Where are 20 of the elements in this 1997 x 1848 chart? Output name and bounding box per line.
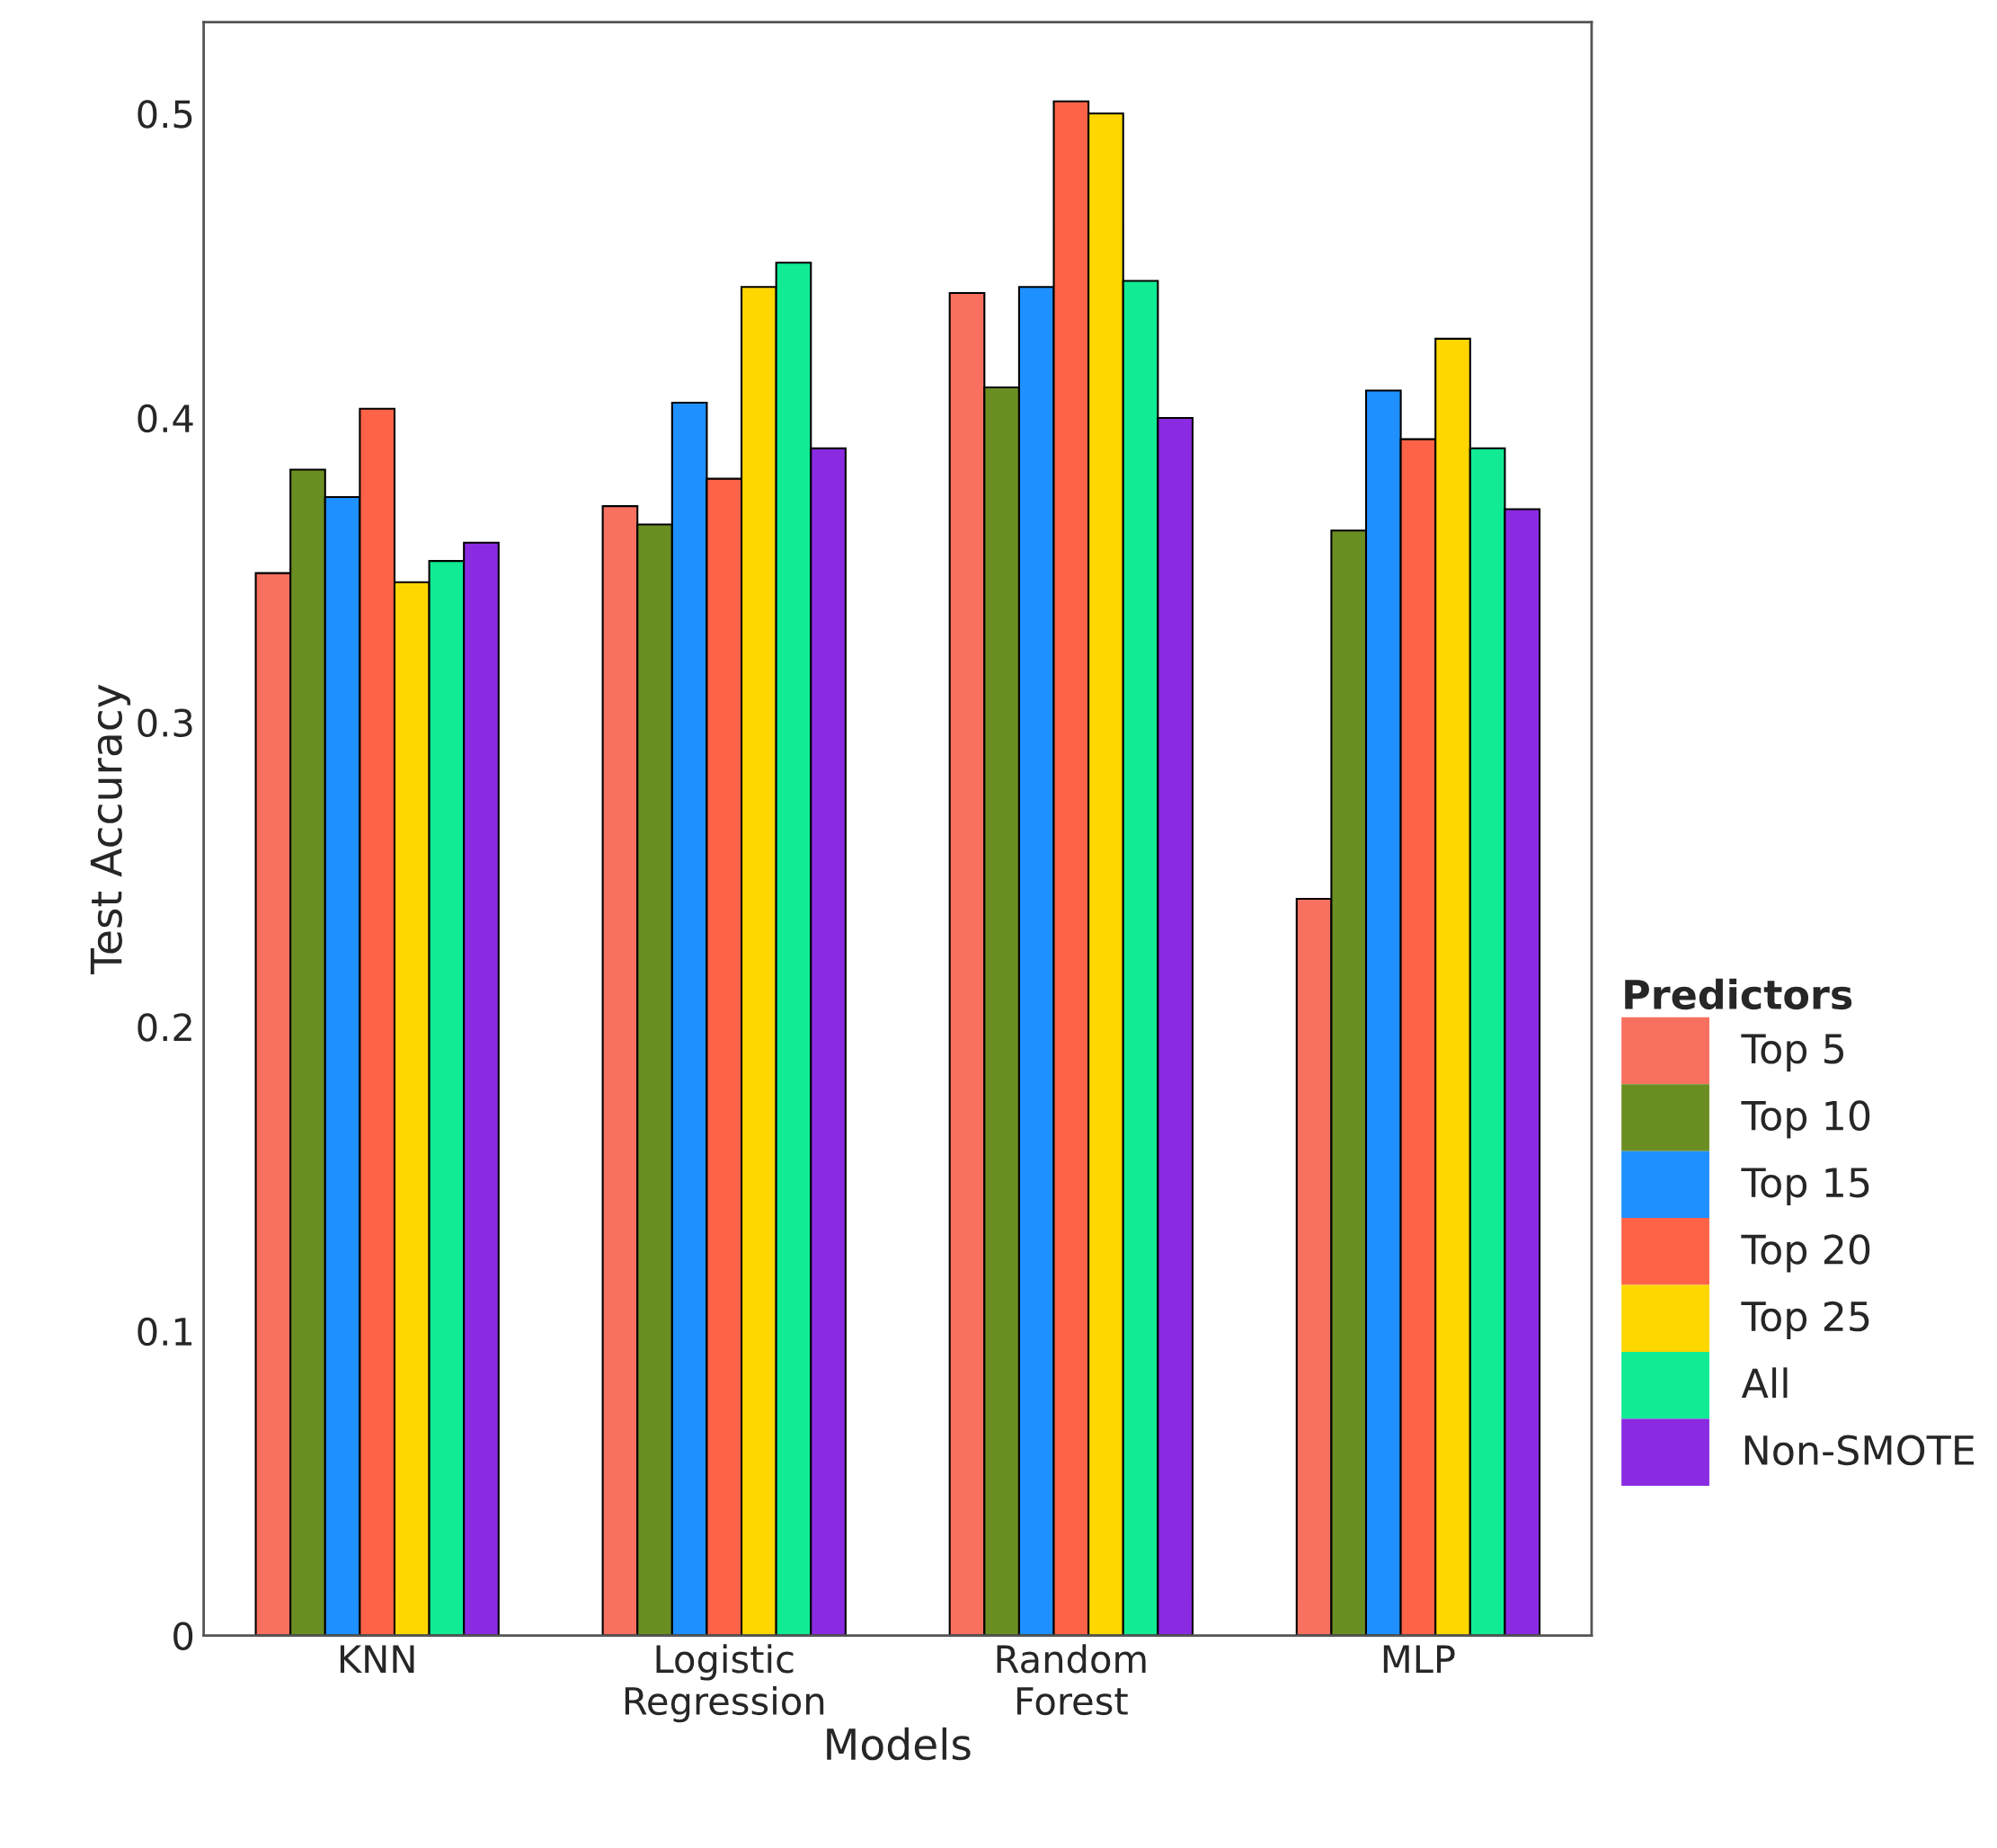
y-tick-label: 0.5 (138, 100, 192, 129)
legend-label: Top 20 (1741, 1234, 1870, 1273)
x-tick-label: MLP (1383, 1645, 1455, 1673)
legend-label: All (1741, 1367, 1788, 1399)
legend-title: Predictors (1625, 978, 1852, 1010)
legend-label: Top 10 (1741, 1100, 1870, 1139)
x-axis-title: Models (827, 1727, 971, 1761)
legend-label: Top 25 (1741, 1301, 1869, 1339)
y-tick-label: 0.4 (138, 404, 193, 433)
y-tick-label: 0.3 (138, 708, 192, 738)
y-tick-label: 0.2 (138, 1013, 191, 1042)
legend-label: Top 5 (1741, 1034, 1844, 1072)
y-axis-title: Test Accuracy (90, 684, 131, 975)
x-tick-label: Random Forest (997, 1644, 1146, 1716)
legend-label: Top 15 (1741, 1168, 1869, 1206)
y-tick-label: 0 (173, 1621, 193, 1650)
x-tick-label: Logistic Regression (625, 1644, 824, 1723)
y-tick-label: 0.1 (138, 1317, 192, 1346)
legend-label: Non-SMOTE (1744, 1435, 1975, 1466)
x-tick-label: KNN (340, 1645, 414, 1673)
